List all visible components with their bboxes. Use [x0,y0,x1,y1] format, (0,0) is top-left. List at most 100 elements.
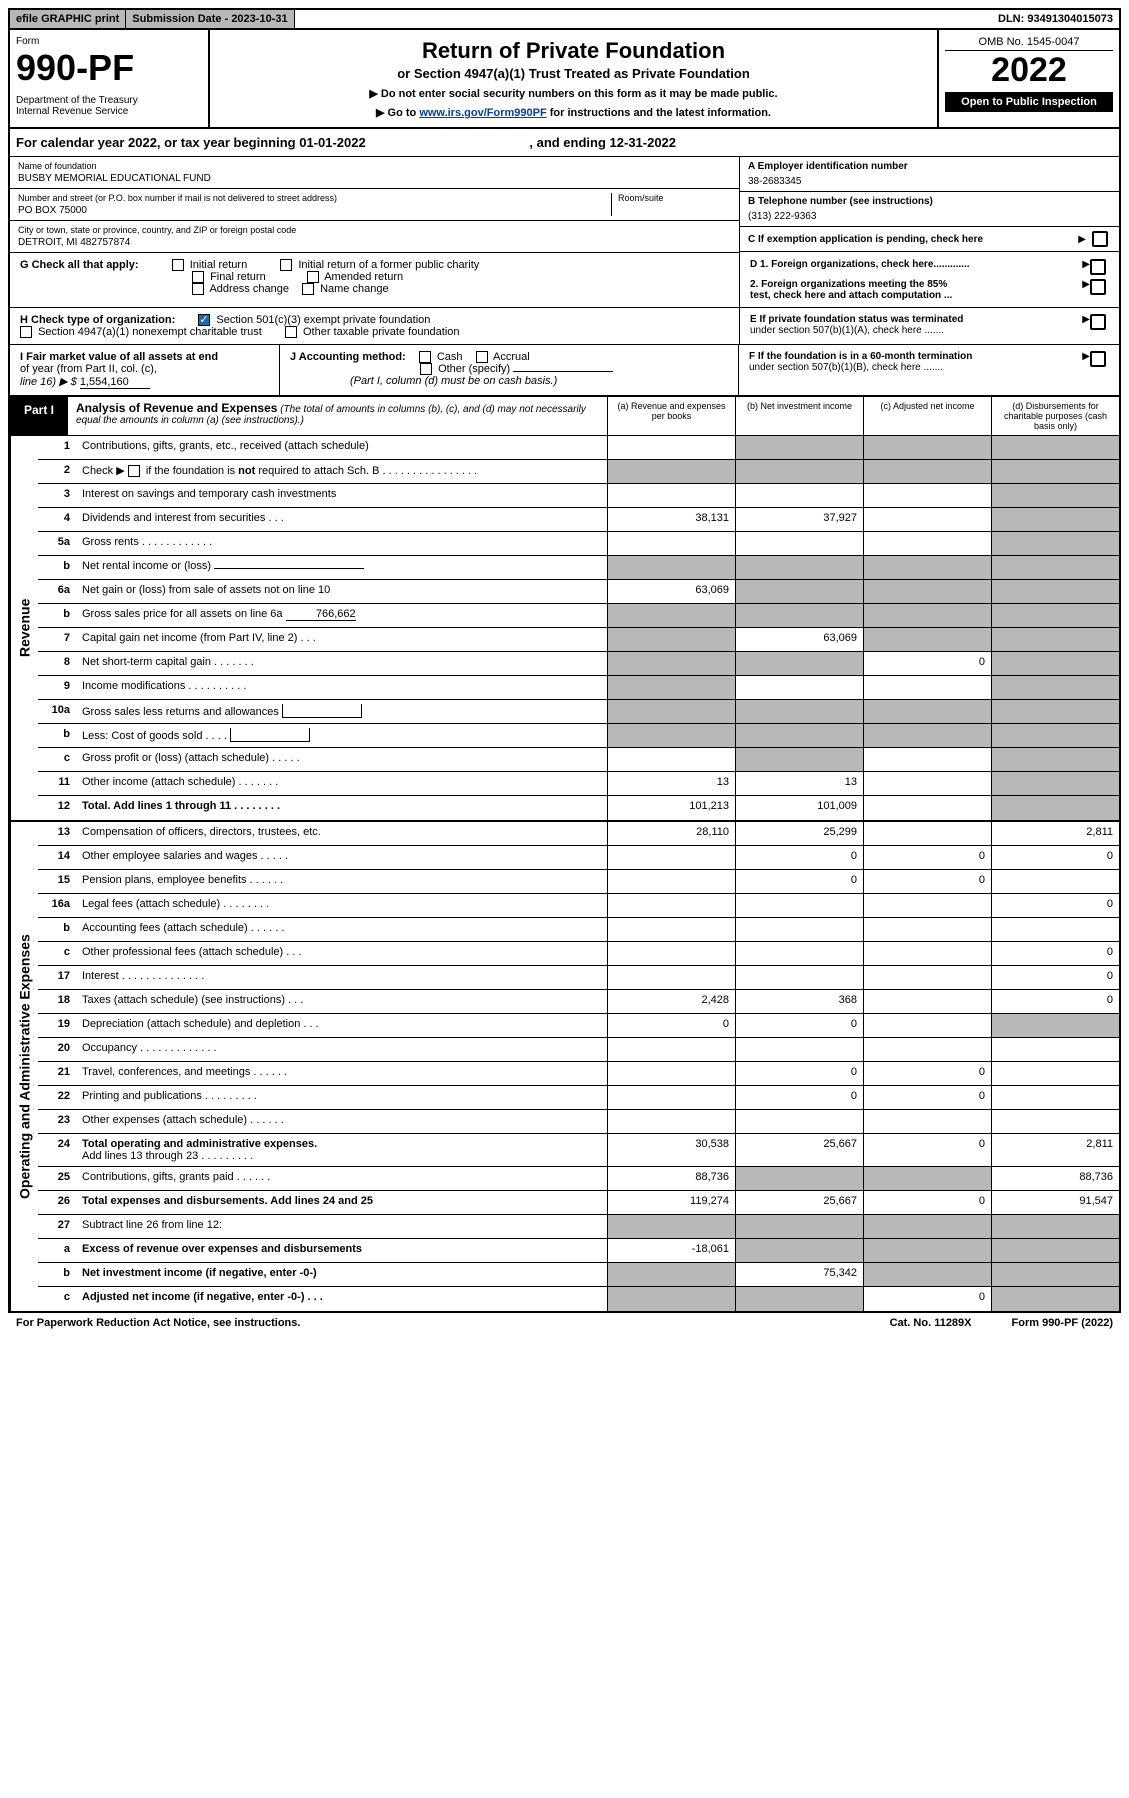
line-14-col-d: 0 [991,846,1119,869]
line-14-col-b: 0 [735,846,863,869]
j-note: (Part I, column (d) must be on cash basi… [350,375,557,387]
line-8-col-c: 0 [863,652,991,675]
open-to-public: Open to Public Inspection [945,92,1113,112]
col-a-header: (a) Revenue and expenses per books [607,397,735,435]
irs-link[interactable]: www.irs.gov/Form990PF [419,107,546,119]
expenses-side-label: Operating and Administrative Expenses [10,822,38,1311]
exemption-checkbox[interactable] [1092,231,1108,247]
line-16a-desc: Legal fees (attach schedule) . . . . . .… [76,894,607,917]
d1-label: D 1. Foreign organizations, check here..… [750,259,1082,275]
row-i-j-f: I Fair market value of all assets at end… [8,345,1121,397]
line-7-col-b: 63,069 [735,628,863,651]
g-label: G Check all that apply: [20,259,139,271]
line-8-desc: Net short-term capital gain . . . . . . … [76,652,607,675]
line-26-col-a: 119,274 [607,1191,735,1214]
j-other-checkbox[interactable] [420,363,432,375]
footer: For Paperwork Reduction Act Notice, see … [8,1313,1121,1333]
form-note-2: ▶ Go to www.irs.gov/Form990PF for instru… [218,106,929,119]
dept-line-1: Department of the Treasury [16,95,202,106]
line-27a-desc: Excess of revenue over expenses and disb… [76,1239,607,1262]
phone-value: (313) 222-9363 [748,211,1111,222]
col-b-header: (b) Net investment income [735,397,863,435]
address-value: PO BOX 75000 [18,205,611,216]
d2-checkbox[interactable] [1090,279,1106,295]
city-label: City or town, state or province, country… [18,225,731,235]
part1-tag: Part I [10,397,68,435]
g-amended-checkbox[interactable] [307,271,319,283]
ein-value: 38-2683345 [748,176,1111,187]
line-18-col-b: 368 [735,990,863,1013]
line-2-checkbox[interactable] [128,465,140,477]
line-22-col-b: 0 [735,1086,863,1109]
line-9-desc: Income modifications . . . . . . . . . . [76,676,607,699]
line-16c-desc: Other professional fees (attach schedule… [76,942,607,965]
g-initial-return-checkbox[interactable] [172,259,184,271]
line-26-col-b: 25,667 [735,1191,863,1214]
j-cash-checkbox[interactable] [419,351,431,363]
line-6a-desc: Net gain or (loss) from sale of assets n… [76,580,607,603]
line-7-desc: Capital gain net income (from Part IV, l… [76,628,607,651]
line-15-col-b: 0 [735,870,863,893]
e-label-2: under section 507(b)(1)(A), check here .… [750,325,944,336]
footer-cat-no: Cat. No. 11289X [890,1317,972,1329]
efile-print-button[interactable]: efile GRAPHIC print [10,10,126,28]
line-16a-col-d: 0 [991,894,1119,917]
i-label-2: of year (from Part II, col. (c), [20,363,157,375]
line-24-col-b: 25,667 [735,1134,863,1166]
line-24-col-a: 30,538 [607,1134,735,1166]
i-label-3: line 16) ▶ $ [20,376,80,388]
line-25-col-d: 88,736 [991,1167,1119,1190]
line-2-desc: Check ▶ if the foundation is not require… [76,460,607,483]
d1-checkbox[interactable] [1090,259,1106,275]
line-21-desc: Travel, conferences, and meetings . . . … [76,1062,607,1085]
j-accrual-checkbox[interactable] [476,351,488,363]
d2-label-a: 2. Foreign organizations meeting the 85% [750,279,947,290]
line-18-col-d: 0 [991,990,1119,1013]
f-checkbox[interactable] [1090,351,1106,367]
h-other-checkbox[interactable] [285,326,297,338]
revenue-side-label: Revenue [10,436,38,820]
line-27b-desc: Net investment income (if negative, ente… [76,1263,607,1286]
name-label: Name of foundation [18,161,731,171]
i-label-1: I Fair market value of all assets at end [20,351,218,363]
line-12-col-a: 101,213 [607,796,735,820]
line-24-col-d: 2,811 [991,1134,1119,1166]
line-26-desc: Total expenses and disbursements. Add li… [76,1191,607,1214]
line-14-desc: Other employee salaries and wages . . . … [76,846,607,869]
h-4947-checkbox[interactable] [20,326,32,338]
line-24-desc: Total operating and administrative expen… [76,1134,607,1166]
g-final-return-checkbox[interactable] [192,271,204,283]
line-17-desc: Interest . . . . . . . . . . . . . . [76,966,607,989]
line-16c-col-d: 0 [991,942,1119,965]
f-label-2: under section 507(b)(1)(B), check here .… [749,362,943,373]
line-10a-desc: Gross sales less returns and allowances [76,700,607,723]
phone-label: B Telephone number (see instructions) [748,196,1111,207]
line-27a-col-a: -18,061 [607,1239,735,1262]
line-25-desc: Contributions, gifts, grants paid . . . … [76,1167,607,1190]
room-label: Room/suite [618,193,731,203]
line-19-col-a: 0 [607,1014,735,1037]
part1-header: Part I Analysis of Revenue and Expenses … [8,397,1121,436]
line-13-desc: Compensation of officers, directors, tru… [76,822,607,845]
topbar: efile GRAPHIC print Submission Date - 20… [8,8,1121,30]
line-10c-desc: Gross profit or (loss) (attach schedule)… [76,748,607,771]
line-21-col-b: 0 [735,1062,863,1085]
g-name-change-checkbox[interactable] [302,283,314,295]
h-501c3-checkbox[interactable] [198,314,210,326]
g-address-change-checkbox[interactable] [192,283,204,295]
line-24-col-c: 0 [863,1134,991,1166]
row-h-e: H Check type of organization: Section 50… [8,308,1121,345]
line-20-desc: Occupancy . . . . . . . . . . . . . [76,1038,607,1061]
d2-label-b: test, check here and attach computation … [750,290,952,301]
line-27c-col-c: 0 [863,1287,991,1311]
e-checkbox[interactable] [1090,314,1106,330]
part1-title: Analysis of Revenue and Expenses [76,401,277,415]
g-initial-former-checkbox[interactable] [280,259,292,271]
tax-year: 2022 [945,51,1113,90]
line-18-col-a: 2,428 [607,990,735,1013]
footer-right: Form 990-PF (2022) [1012,1317,1113,1329]
line-23-desc: Other expenses (attach schedule) . . . .… [76,1110,607,1133]
e-label-1: E If private foundation status was termi… [750,314,963,325]
city-value: DETROIT, MI 482757874 [18,237,731,248]
form-note-1: ▶ Do not enter social security numbers o… [218,87,929,100]
